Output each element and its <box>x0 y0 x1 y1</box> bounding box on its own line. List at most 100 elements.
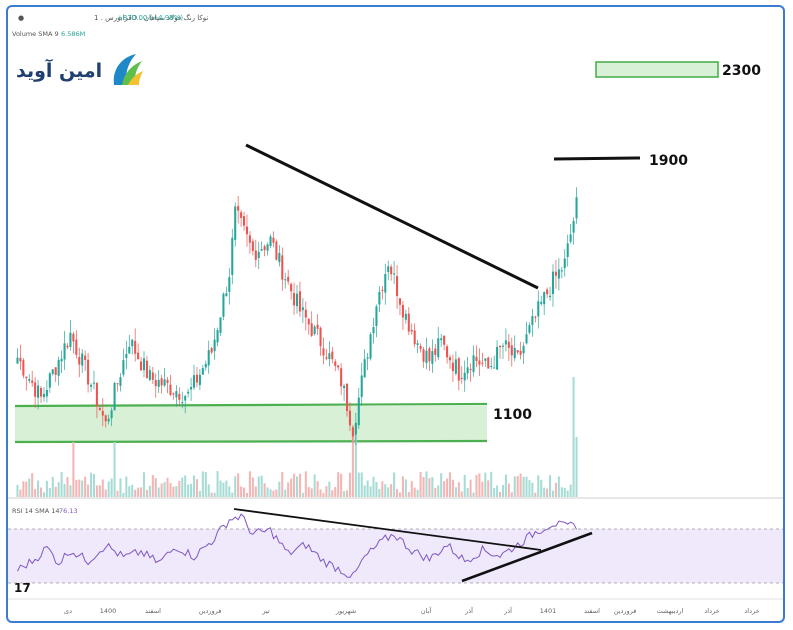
candle-body <box>481 362 484 364</box>
volume-bar <box>351 427 354 497</box>
tradingview-logo: 17 <box>14 581 31 595</box>
volume-bar <box>128 486 131 497</box>
volume-bar <box>116 490 119 497</box>
volume-bar <box>216 471 219 497</box>
time-tick-label: اسفند <box>584 607 600 615</box>
volume-bar <box>375 481 378 497</box>
volume-bar <box>507 483 510 497</box>
volume-bar <box>142 472 146 497</box>
candle-body <box>51 369 54 374</box>
time-tick-label: فروردین <box>614 607 637 615</box>
candle-body <box>496 346 499 370</box>
volume-bar <box>490 471 493 497</box>
candle-body <box>92 382 96 384</box>
candle-body <box>534 316 537 318</box>
candle-body <box>451 362 454 371</box>
candle-body <box>351 427 354 437</box>
candle-body <box>75 339 78 355</box>
candle-body <box>37 385 40 398</box>
candle-body <box>363 359 366 378</box>
candle-body <box>190 386 193 390</box>
candle-body <box>369 334 372 359</box>
level-1900-label: 1900 <box>649 153 688 169</box>
volume-bar <box>401 476 404 497</box>
candle-body <box>169 384 172 395</box>
volume-bar <box>328 481 331 497</box>
resistance-zone <box>595 61 719 78</box>
volume-bar <box>407 491 410 497</box>
candle-body <box>298 291 301 312</box>
candle-body <box>81 353 84 366</box>
candle-body <box>498 345 502 348</box>
symbol-line: فرابورس . 1D . توکا رنگ فولاد سپاهان <box>94 13 208 22</box>
volume-bar <box>60 472 63 497</box>
volume-bar <box>325 486 328 497</box>
candle-body <box>166 379 169 383</box>
candle-body <box>125 353 128 359</box>
candle-body <box>551 271 555 295</box>
volume-bar <box>396 489 399 497</box>
volume-bar <box>28 478 31 497</box>
candle-body <box>254 250 257 260</box>
volume-bar <box>266 487 269 497</box>
volume-bar <box>369 486 372 497</box>
candle-body <box>531 315 534 325</box>
volume-bar <box>63 483 66 497</box>
volume-bar <box>366 480 369 497</box>
volume-bar <box>557 476 560 497</box>
volume-bar <box>493 488 496 497</box>
candle-body <box>513 347 516 359</box>
candle-body <box>98 408 101 411</box>
candle-body <box>425 350 428 363</box>
candle-body <box>443 335 446 345</box>
candle-body <box>393 273 396 275</box>
candle-body <box>263 246 266 251</box>
chart-canvas[interactable]: ● فرابورس . 1D . توکا رنگ فولاد سپاهان +… <box>8 7 785 623</box>
volume-bar <box>554 482 557 497</box>
volume-bar <box>175 485 178 497</box>
candle-body <box>419 346 422 349</box>
volume-bar <box>531 482 534 497</box>
volume-bar <box>245 492 249 497</box>
volume-bar <box>234 476 237 497</box>
candle-body <box>31 380 34 383</box>
volume-bar <box>313 474 316 497</box>
volume-bar <box>295 476 299 497</box>
volume-bar <box>443 481 446 497</box>
volume-bar <box>272 490 275 497</box>
volume-bar <box>240 486 243 497</box>
header-bullet: ● <box>18 14 24 22</box>
candle-body <box>72 333 75 342</box>
candle-body <box>284 279 287 281</box>
volume-bar <box>228 486 231 497</box>
volume-bar <box>42 492 45 497</box>
candle-body <box>28 379 31 381</box>
volume-bar <box>348 472 351 497</box>
candle-body <box>257 251 260 258</box>
volume-bar <box>363 485 366 497</box>
candle-body <box>457 358 460 381</box>
candle-body <box>316 324 319 329</box>
candle-body <box>487 357 490 369</box>
candle-body <box>354 422 357 435</box>
candle-body <box>231 237 234 275</box>
level-2300-label: 2300 <box>722 63 761 79</box>
volume-bar <box>463 474 466 497</box>
volume-bar <box>34 489 37 497</box>
volume-bar <box>504 474 507 497</box>
time-axis: دی 1400 اسفند فروردین تیر شهریور آبان آذر آذر 140… <box>64 606 760 615</box>
candle-body <box>549 295 552 298</box>
target-line-1900 <box>553 156 641 161</box>
candle-body <box>357 397 360 426</box>
candle-body <box>322 348 325 356</box>
candle-body <box>275 241 278 260</box>
volume-bar <box>90 472 93 497</box>
candle-body <box>290 284 293 292</box>
candle-body <box>331 351 334 360</box>
volume-bar <box>66 477 69 497</box>
volume-bar <box>434 488 437 497</box>
candle-body <box>187 391 190 394</box>
support-zone <box>14 402 488 444</box>
volume-bar <box>148 485 151 497</box>
volume-bar <box>19 489 22 497</box>
